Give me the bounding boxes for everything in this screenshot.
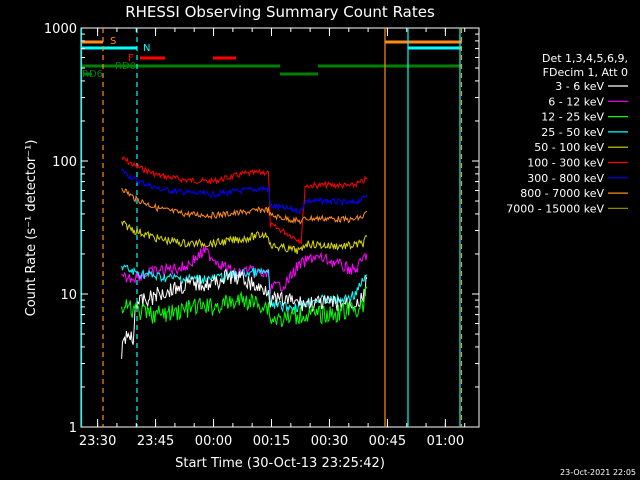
legend-entry-label: 6 - 12 keV (548, 95, 604, 108)
legend-entry-label: 100 - 300 keV (527, 157, 604, 170)
series-line-0 (121, 156, 368, 245)
series-line-7 (121, 285, 368, 328)
chart-title: RHESSI Observing Summary Count Rates (125, 3, 435, 21)
legend-header: FDecim 1, Att 0 (543, 66, 628, 79)
flag-label: RD6 (82, 69, 103, 80)
x-tick-label: 23:45 (137, 434, 174, 449)
x-axis-label: Start Time (30-Oct-13 23:25:42) (175, 456, 385, 471)
flag-label: RD0 (115, 61, 136, 72)
flag-label: F (128, 53, 134, 64)
series-line-6 (121, 268, 368, 359)
x-tick-label: 00:00 (195, 434, 232, 449)
series-line-4 (121, 245, 368, 295)
x-tick-label: 00:15 (253, 434, 290, 449)
series-line-1 (121, 168, 368, 215)
y-tick-label: 100 (52, 155, 77, 170)
flag-label: S (110, 36, 116, 47)
legend-entry-label: 300 - 800 keV (527, 172, 604, 185)
legend-entry-label: 800 - 7000 keV (520, 187, 604, 200)
legend-header: Det 1,3,4,5,6,9, (542, 52, 628, 65)
x-tick-label: 23:30 (79, 434, 116, 449)
axes: 1 10 100 1000 23:30 23:45 00:00 00:15 00:30 00:45… (44, 22, 479, 449)
legend-entry-label: 50 - 100 keV (534, 141, 604, 154)
legend-entry-label: 12 - 25 keV (541, 111, 604, 124)
x-tick-label: 01:00 (427, 434, 464, 449)
flag-label: N (143, 43, 150, 54)
legend-entry-label: 25 - 50 keV (541, 126, 604, 139)
legend-entry-label: 3 - 6 keV (555, 80, 604, 93)
legend: Det 1,3,4,5,6,9,FDecim 1, Att 03 - 6 keV… (506, 52, 628, 215)
series-line-5 (121, 264, 368, 313)
x-tick-label: 00:45 (369, 434, 406, 449)
x-tick-label: 00:30 (311, 434, 348, 449)
series-line-3 (121, 220, 368, 255)
series-line-2 (121, 187, 368, 225)
time-markers (80, 28, 463, 427)
y-tick-label: 1 (69, 421, 77, 436)
y-axis-label: Count Rate (s⁻¹ detector⁻¹) (24, 140, 39, 317)
y-tick-label: 10 (60, 288, 77, 303)
footer-timestamp: 23-Oct-2021 22:05 (560, 468, 636, 477)
series-lines (121, 156, 368, 359)
legend-entry-label: 7000 - 15000 keV (506, 202, 604, 215)
y-tick-label: 1000 (44, 22, 77, 37)
